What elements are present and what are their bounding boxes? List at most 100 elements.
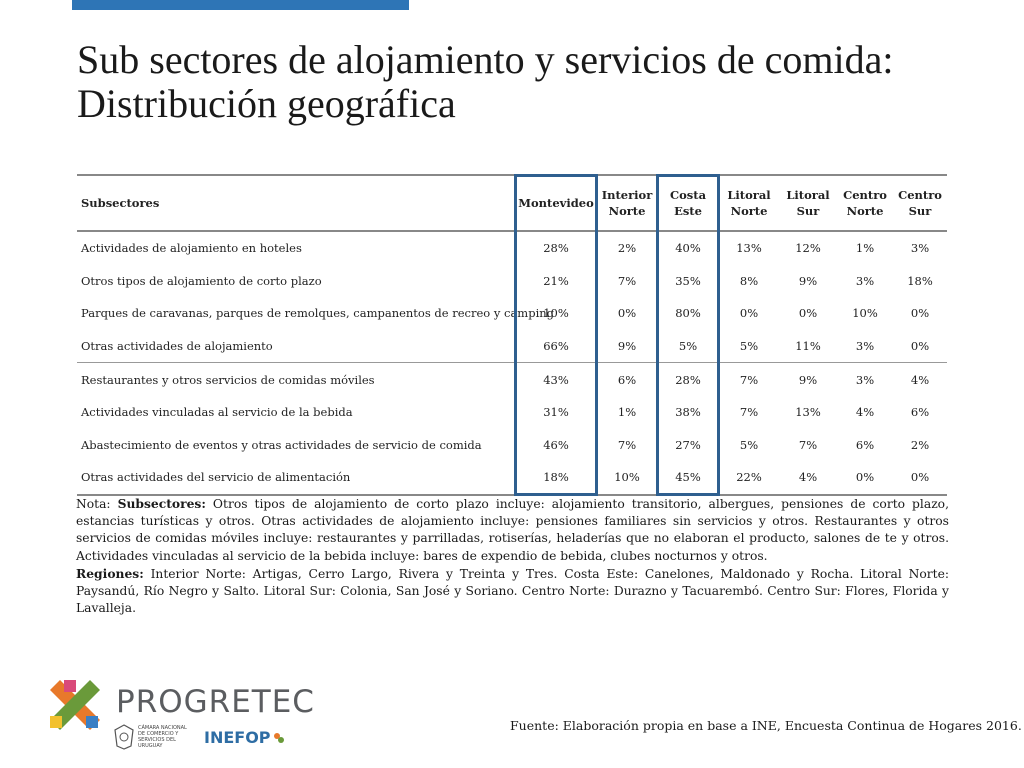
row-value: 6% bbox=[910, 405, 930, 420]
table-body: Actividades de alojamiento en hoteles 28%… bbox=[77, 231, 947, 496]
row-value: 43% bbox=[515, 362, 597, 396]
row-value: 6% bbox=[855, 437, 875, 452]
camara-logo: CÁMARA NACIONAL DE COMERCIO Y SERVICIOS … bbox=[114, 724, 194, 750]
table-header-row: Subsectores Montevideo Interior Norte Co… bbox=[77, 174, 947, 232]
note-prefix: Nota: bbox=[76, 497, 118, 511]
table-row: Abastecimiento de eventos y otras activi… bbox=[77, 429, 947, 462]
table-row: Restaurantes y otros servicios de comida… bbox=[77, 362, 947, 396]
row-value: 6% bbox=[597, 362, 657, 396]
row-value: 9% bbox=[617, 339, 637, 354]
row-label: Otras actividades del servicio de alimen… bbox=[77, 461, 515, 496]
row-value: 38% bbox=[675, 405, 701, 420]
row-value: 0% bbox=[798, 306, 818, 321]
row-value: 31% bbox=[543, 405, 569, 420]
row-value: 5% bbox=[739, 339, 759, 354]
row-value: 46% bbox=[543, 437, 569, 452]
inefop-mark-icon bbox=[273, 732, 284, 743]
row-value: 0% bbox=[739, 306, 759, 321]
footnote: Nota: Subsectores: Otros tipos de alojam… bbox=[76, 495, 949, 617]
row-value: 8% bbox=[739, 273, 759, 288]
row-value: 35% bbox=[675, 273, 701, 288]
camara-seal-icon bbox=[114, 724, 134, 750]
page-title: Sub sectores de alojamiento y servicios … bbox=[77, 37, 894, 126]
table-row: Actividades de alojamiento en hoteles 28%… bbox=[77, 231, 947, 265]
row-value: 4% bbox=[893, 362, 947, 396]
table-row: Actividades vinculadas al servicio de la… bbox=[77, 396, 947, 429]
row-value: 9% bbox=[798, 273, 818, 288]
note-regiones: Regiones: Interior Norte: Artigas, Cerro… bbox=[76, 565, 949, 618]
row-value: 27% bbox=[675, 437, 701, 452]
table-row: Parques de caravanas, parques de remolqu… bbox=[77, 297, 947, 330]
row-value: 0% bbox=[910, 339, 930, 354]
row-label: Parques de caravanas, parques de remolqu… bbox=[81, 306, 555, 321]
row-value: 5% bbox=[678, 339, 698, 354]
header-costa-este: Costa Este bbox=[657, 174, 719, 232]
row-label: Actividades vinculadas al servicio de la… bbox=[81, 405, 353, 420]
row-value: 10% bbox=[852, 306, 878, 321]
row-value: 12% bbox=[795, 241, 821, 256]
row-value: 22% bbox=[719, 461, 779, 496]
row-value: 18% bbox=[515, 461, 597, 496]
row-value: 0% bbox=[837, 461, 893, 496]
row-value: 3% bbox=[855, 273, 875, 288]
table-row: Otras actividades del servicio de alimen… bbox=[77, 461, 947, 496]
row-label: Actividades de alojamiento en hoteles bbox=[81, 241, 302, 256]
row-value: 3% bbox=[910, 241, 930, 256]
row-value: 7% bbox=[617, 273, 637, 288]
row-value: 28% bbox=[543, 241, 569, 256]
header-centro-sur: Centro Sur bbox=[893, 174, 947, 232]
row-value: 1% bbox=[855, 241, 875, 256]
row-value: 7% bbox=[617, 437, 637, 452]
note-subsectores-label: Subsectores: bbox=[117, 496, 206, 511]
row-value: 0% bbox=[910, 306, 930, 321]
row-value: 66% bbox=[543, 339, 569, 354]
inefop-logo-text: INEFOP bbox=[204, 728, 271, 747]
header-interior-norte: Interior Norte bbox=[597, 174, 657, 232]
header-litoral-norte: Litoral Norte bbox=[719, 174, 779, 232]
table-row: Otras actividades de alojamiento 66% 9% 5% 5… bbox=[77, 330, 947, 363]
row-label: Abastecimiento de eventos y otras activi… bbox=[81, 437, 482, 452]
row-value: 45% bbox=[657, 461, 719, 496]
row-value: 21% bbox=[543, 273, 569, 288]
note-subsectores-text: Otros tipos de alojamiento de corto plaz… bbox=[76, 497, 949, 563]
source-citation: Fuente: Elaboración propia en base a INE… bbox=[510, 718, 1022, 733]
row-value: 5% bbox=[739, 437, 759, 452]
row-value: 28% bbox=[657, 362, 719, 396]
row-value: 0% bbox=[893, 461, 947, 496]
note-regiones-label: Regiones: bbox=[76, 565, 144, 581]
header-litoral-sur: Litoral Sur bbox=[779, 174, 837, 232]
inefop-logo: INEFOP bbox=[204, 728, 285, 747]
row-value: 3% bbox=[837, 362, 893, 396]
row-value: 7% bbox=[719, 362, 779, 396]
top-accent-bar bbox=[72, 0, 409, 10]
row-value: 2% bbox=[910, 437, 930, 452]
row-label: Restaurantes y otros servicios de comida… bbox=[77, 362, 515, 396]
note-subsectores: Nota: Subsectores: Otros tipos de alojam… bbox=[76, 495, 949, 565]
header-subsectores: Subsectores bbox=[77, 174, 515, 232]
row-value: 7% bbox=[739, 405, 759, 420]
row-value: 4% bbox=[855, 405, 875, 420]
row-label: Otros tipos de alojamiento de corto plaz… bbox=[81, 273, 322, 288]
row-value: 40% bbox=[675, 241, 701, 256]
camara-logo-text: CÁMARA NACIONAL DE COMERCIO Y SERVICIOS … bbox=[138, 725, 187, 749]
row-value: 11% bbox=[795, 339, 821, 354]
row-value: 4% bbox=[779, 461, 837, 496]
table-row: Otros tipos de alojamiento de corto plaz… bbox=[77, 265, 947, 298]
distribution-table-container: Subsectores Montevideo Interior Norte Co… bbox=[77, 174, 947, 496]
progretec-logo-text: PROGRETEC bbox=[116, 684, 315, 720]
row-value: 18% bbox=[907, 273, 933, 288]
row-value: 9% bbox=[779, 362, 837, 396]
row-value: 10% bbox=[543, 306, 569, 321]
row-value: 7% bbox=[798, 437, 818, 452]
row-value: 3% bbox=[855, 339, 875, 354]
row-value: 13% bbox=[795, 405, 821, 420]
header-montevideo: Montevideo bbox=[515, 174, 597, 232]
row-value: 10% bbox=[597, 461, 657, 496]
progretec-x-logo-icon bbox=[50, 680, 100, 730]
row-value: 80% bbox=[675, 306, 701, 321]
row-label: Otras actividades de alojamiento bbox=[81, 339, 273, 354]
row-value: 1% bbox=[617, 405, 637, 420]
note-regiones-text: Interior Norte: Artigas, Cerro Largo, Ri… bbox=[76, 566, 949, 616]
distribution-table: Subsectores Montevideo Interior Norte Co… bbox=[77, 174, 947, 496]
row-value: 0% bbox=[617, 306, 637, 321]
